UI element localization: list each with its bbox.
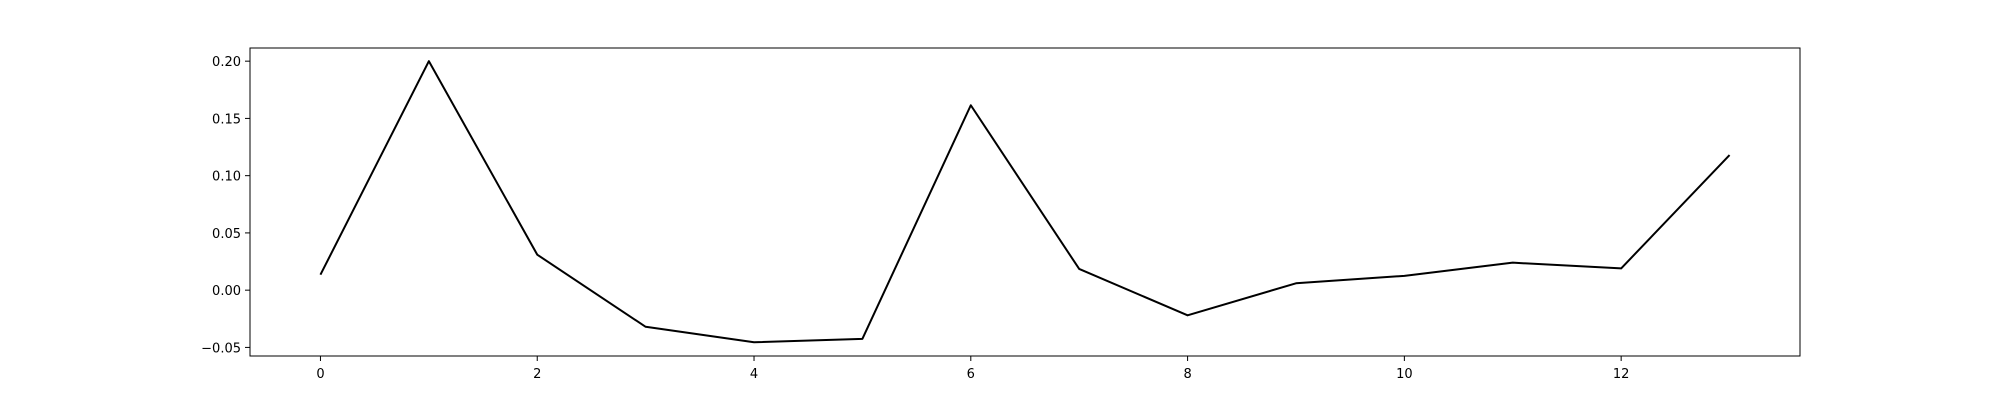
x-tick-label: 2 bbox=[533, 367, 541, 382]
y-tick-label: 0.00 bbox=[212, 284, 241, 299]
data-point bbox=[970, 104, 972, 106]
y-axis: −0.05 0.00 0.05 0.10 0.15 0.20 bbox=[201, 55, 250, 356]
data-point bbox=[1295, 282, 1297, 284]
x-tick-label: 8 bbox=[1183, 367, 1191, 382]
y-tick-label: 0.10 bbox=[212, 170, 241, 185]
y-tick-label: 0.20 bbox=[212, 55, 241, 70]
series-layer bbox=[319, 60, 1731, 344]
y-tick-label: 0.05 bbox=[212, 227, 241, 242]
data-point bbox=[319, 274, 321, 276]
data-point bbox=[428, 60, 430, 62]
x-tick-label: 4 bbox=[750, 367, 758, 382]
data-point bbox=[1512, 262, 1514, 264]
data-point bbox=[1729, 154, 1731, 156]
data-point bbox=[1187, 314, 1189, 316]
data-point bbox=[1078, 268, 1080, 270]
data-point bbox=[753, 341, 755, 343]
data-point bbox=[1403, 275, 1405, 277]
y-tick-label: 0.15 bbox=[212, 112, 241, 127]
data-point bbox=[1620, 267, 1622, 269]
data-point bbox=[536, 254, 538, 256]
data-point bbox=[645, 326, 647, 328]
y-tick-label: −0.05 bbox=[201, 341, 241, 356]
x-axis: 0 2 4 6 8 10 12 bbox=[316, 356, 1629, 382]
x-tick-label: 0 bbox=[316, 367, 324, 382]
series-line bbox=[319, 60, 1731, 344]
x-tick-label: 12 bbox=[1613, 367, 1630, 382]
plot-frame bbox=[249, 47, 1801, 357]
x-tick-label: 6 bbox=[967, 367, 975, 382]
data-point bbox=[861, 338, 863, 340]
x-tick-label: 10 bbox=[1396, 367, 1413, 382]
plot-area bbox=[250, 48, 1800, 356]
